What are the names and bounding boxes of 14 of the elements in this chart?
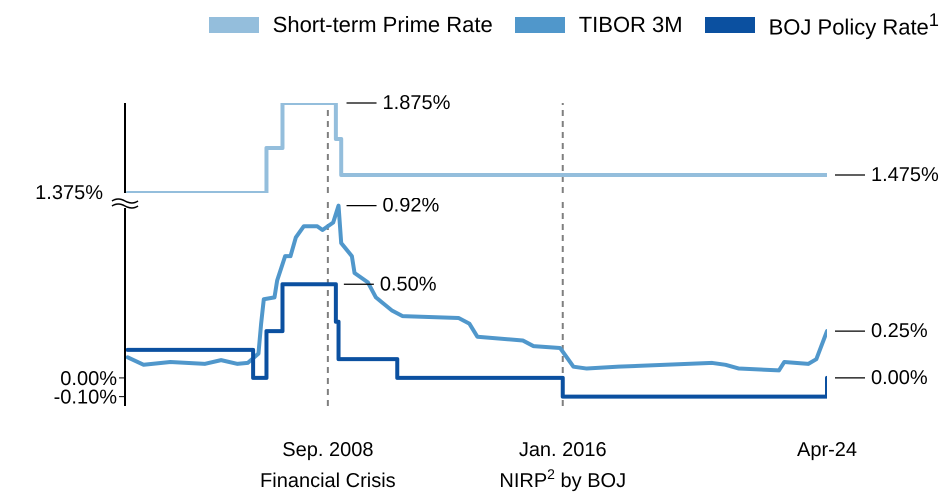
annotation: 1.475% xyxy=(871,164,940,186)
x-tick-label: Sep. 2008 Financial Crisis xyxy=(260,439,396,492)
x-tick-label: Jan. 2016 NIRP$^{2}$ by BOJ xyxy=(499,439,626,492)
legend-label: BOJ Policy Rate$^{1}$ xyxy=(768,9,939,41)
annotation: 0.92% xyxy=(382,194,440,217)
legend-label: Short-term Prime Rate xyxy=(272,12,493,38)
y-tick-label: -0.10% xyxy=(54,386,118,409)
x-tick-label: Apr-24 xyxy=(796,439,858,461)
annotation: 0.25% xyxy=(871,320,928,342)
annotation: 1.375% xyxy=(35,182,104,204)
legend-label: TIBOR 3M xyxy=(578,12,683,38)
annotation: 0.50% xyxy=(380,273,437,296)
annotation: 0.00% xyxy=(871,366,928,389)
annotation: 1.875% xyxy=(382,92,451,114)
